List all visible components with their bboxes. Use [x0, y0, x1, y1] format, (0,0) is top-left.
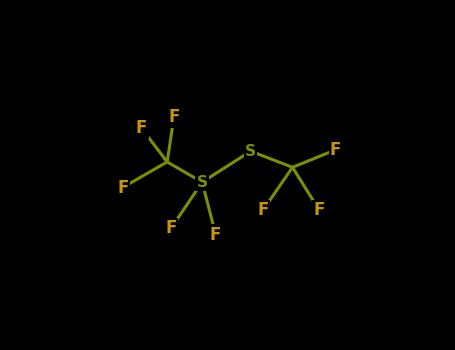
- Text: F: F: [314, 202, 325, 219]
- Text: F: F: [136, 119, 147, 137]
- Text: F: F: [168, 108, 180, 126]
- Text: F: F: [166, 219, 177, 237]
- Text: F: F: [257, 202, 268, 219]
- Text: F: F: [210, 226, 222, 244]
- Text: S: S: [197, 175, 207, 190]
- Text: S: S: [245, 144, 256, 159]
- Text: F: F: [330, 141, 341, 159]
- Text: F: F: [117, 178, 128, 197]
